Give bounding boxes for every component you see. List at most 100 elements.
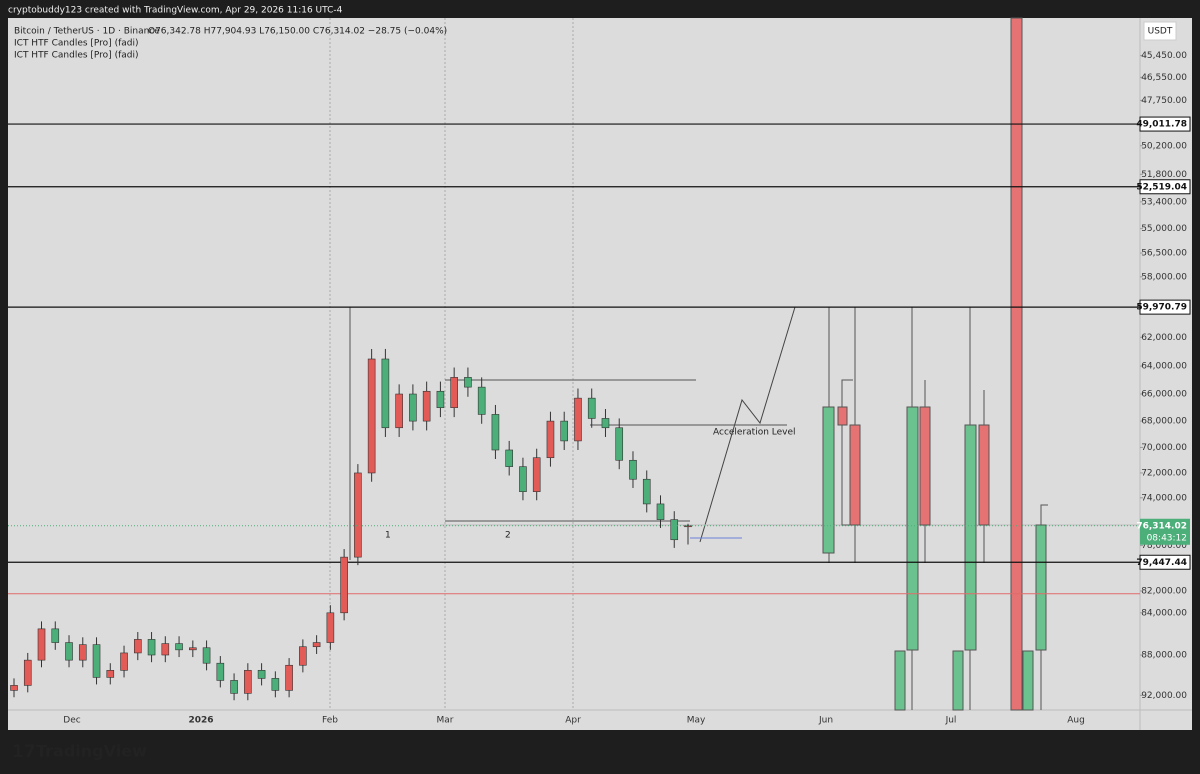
y-tick-label: 78,000.00 bbox=[1141, 541, 1187, 551]
candle-body bbox=[477, 386, 486, 415]
x-tick-label: Feb bbox=[322, 716, 338, 726]
candle-body bbox=[216, 662, 225, 681]
htf-candle bbox=[964, 424, 977, 651]
logo-mark: 𝟭𝟳 bbox=[12, 742, 36, 762]
level-label-box bbox=[1139, 116, 1191, 132]
candle-body bbox=[65, 642, 73, 661]
y-tick-label: 46,550.00 bbox=[1141, 73, 1187, 83]
indicator-name: ICT HTF Candles [Pro] (fadi) bbox=[14, 39, 138, 49]
htf-candle bbox=[1010, 17, 1023, 711]
y-tick-label: 64,000.00 bbox=[1141, 362, 1187, 372]
brand: 𝟭𝟳 TradingView bbox=[12, 742, 147, 763]
candle-body bbox=[395, 393, 403, 429]
candle-body bbox=[202, 647, 211, 664]
htf-candle bbox=[906, 406, 919, 651]
candle-body bbox=[257, 670, 266, 679]
annotation: Acceleration Level bbox=[713, 428, 796, 438]
y-tick-label: 72,000.00 bbox=[1141, 468, 1187, 478]
y-tick-label: 62,000.00 bbox=[1141, 333, 1187, 343]
htf-candle bbox=[894, 650, 906, 711]
candle-body bbox=[175, 643, 183, 651]
candle-body bbox=[106, 670, 115, 678]
indicator-name: ICT HTF Candles [Pro] (fadi) bbox=[14, 51, 138, 61]
x-tick-label: Mar bbox=[437, 716, 454, 726]
level-label-box bbox=[1139, 299, 1191, 315]
brand-name: TradingView bbox=[36, 742, 147, 761]
candle-body bbox=[684, 525, 692, 528]
candle-body bbox=[409, 393, 417, 422]
x-tick-label: Dec bbox=[63, 716, 80, 726]
y-tick-label: 92,000.00 bbox=[1141, 691, 1187, 701]
candle-body bbox=[532, 457, 541, 492]
currency[interactable]: USDT bbox=[1148, 27, 1173, 37]
candle-body bbox=[230, 680, 238, 694]
x-tick-label: Apr bbox=[565, 716, 581, 726]
htf-candles bbox=[822, 17, 1048, 711]
candle-body bbox=[629, 459, 637, 480]
y-tick-label: 88,000.00 bbox=[1141, 651, 1187, 661]
candle-body bbox=[23, 659, 32, 686]
level-label: 49,011.78 bbox=[1136, 120, 1187, 130]
candle-body bbox=[615, 427, 624, 461]
x-tick-label: 2026 bbox=[188, 716, 213, 726]
last-price-box bbox=[1140, 518, 1190, 545]
y-tick-label: 51,800.00 bbox=[1141, 170, 1187, 180]
candle-body bbox=[244, 670, 252, 694]
candle-body bbox=[271, 678, 280, 691]
candle-body bbox=[367, 358, 376, 474]
annotation: 2 bbox=[505, 531, 511, 541]
y-tick-label: 82,000.00 bbox=[1141, 586, 1187, 596]
caption: cryptobuddy123 created with TradingView.… bbox=[8, 6, 343, 16]
candle-body bbox=[422, 390, 431, 422]
y-tick-label: 53,400.00 bbox=[1141, 197, 1187, 207]
y-tick-label: 50,200.00 bbox=[1141, 141, 1187, 151]
level-label: 52,519.04 bbox=[1136, 182, 1187, 192]
x-tick-label: May bbox=[687, 716, 706, 726]
candle-body bbox=[436, 390, 445, 408]
y-tick-label: 45,450.00 bbox=[1141, 51, 1187, 61]
y-tick-label: 74,000.00 bbox=[1141, 493, 1187, 503]
level-label: 59,970.79 bbox=[1136, 303, 1187, 313]
projection-path bbox=[699, 306, 796, 543]
htf-candle bbox=[978, 424, 990, 526]
candle-body bbox=[189, 647, 197, 651]
candle-body bbox=[354, 472, 362, 558]
candle-body bbox=[10, 685, 18, 691]
htf-candle bbox=[837, 406, 848, 426]
candle-body bbox=[670, 519, 679, 541]
candle-body bbox=[51, 628, 60, 643]
y-tick-label: 68,000.00 bbox=[1141, 417, 1187, 427]
candle-body bbox=[161, 643, 170, 656]
candle-body bbox=[326, 612, 335, 643]
candle-body bbox=[642, 478, 651, 505]
candle-body bbox=[505, 449, 513, 467]
last-price-label: 76,314.02 bbox=[1136, 521, 1187, 531]
level-label: 79,447.44 bbox=[1136, 558, 1187, 568]
y-tick-label: 70,000.00 bbox=[1141, 443, 1187, 453]
chart-title: Bitcoin / TetherUS · 1D · Binance bbox=[14, 27, 160, 37]
y-tick-label: 84,000.00 bbox=[1141, 608, 1187, 618]
x-tick-label: Aug bbox=[1067, 716, 1085, 726]
candle-body bbox=[656, 503, 665, 520]
candle-body bbox=[574, 397, 582, 442]
ohlc-legend: O76,342.78 H77,904.93 L76,150.00 C76,314… bbox=[148, 27, 447, 37]
countdown: 08:43:12 bbox=[1147, 533, 1187, 543]
htf-candle bbox=[1022, 650, 1034, 711]
candle-body bbox=[285, 664, 293, 691]
candle-body bbox=[299, 646, 307, 666]
currency-box[interactable] bbox=[1143, 21, 1177, 41]
candle-body bbox=[546, 420, 555, 459]
annotation: 1 bbox=[385, 531, 391, 541]
chart-area bbox=[8, 18, 1192, 730]
candle-body bbox=[587, 397, 596, 419]
candle-body bbox=[450, 377, 458, 408]
y-tick-label: 47,750.00 bbox=[1141, 96, 1187, 106]
htf-candle bbox=[919, 406, 931, 526]
y-tick-label: 66,000.00 bbox=[1141, 390, 1187, 400]
htf-candle bbox=[1035, 524, 1047, 651]
candle-body bbox=[381, 358, 390, 429]
level-label-box bbox=[1139, 554, 1191, 570]
y-tick-label: 56,500.00 bbox=[1141, 249, 1187, 259]
